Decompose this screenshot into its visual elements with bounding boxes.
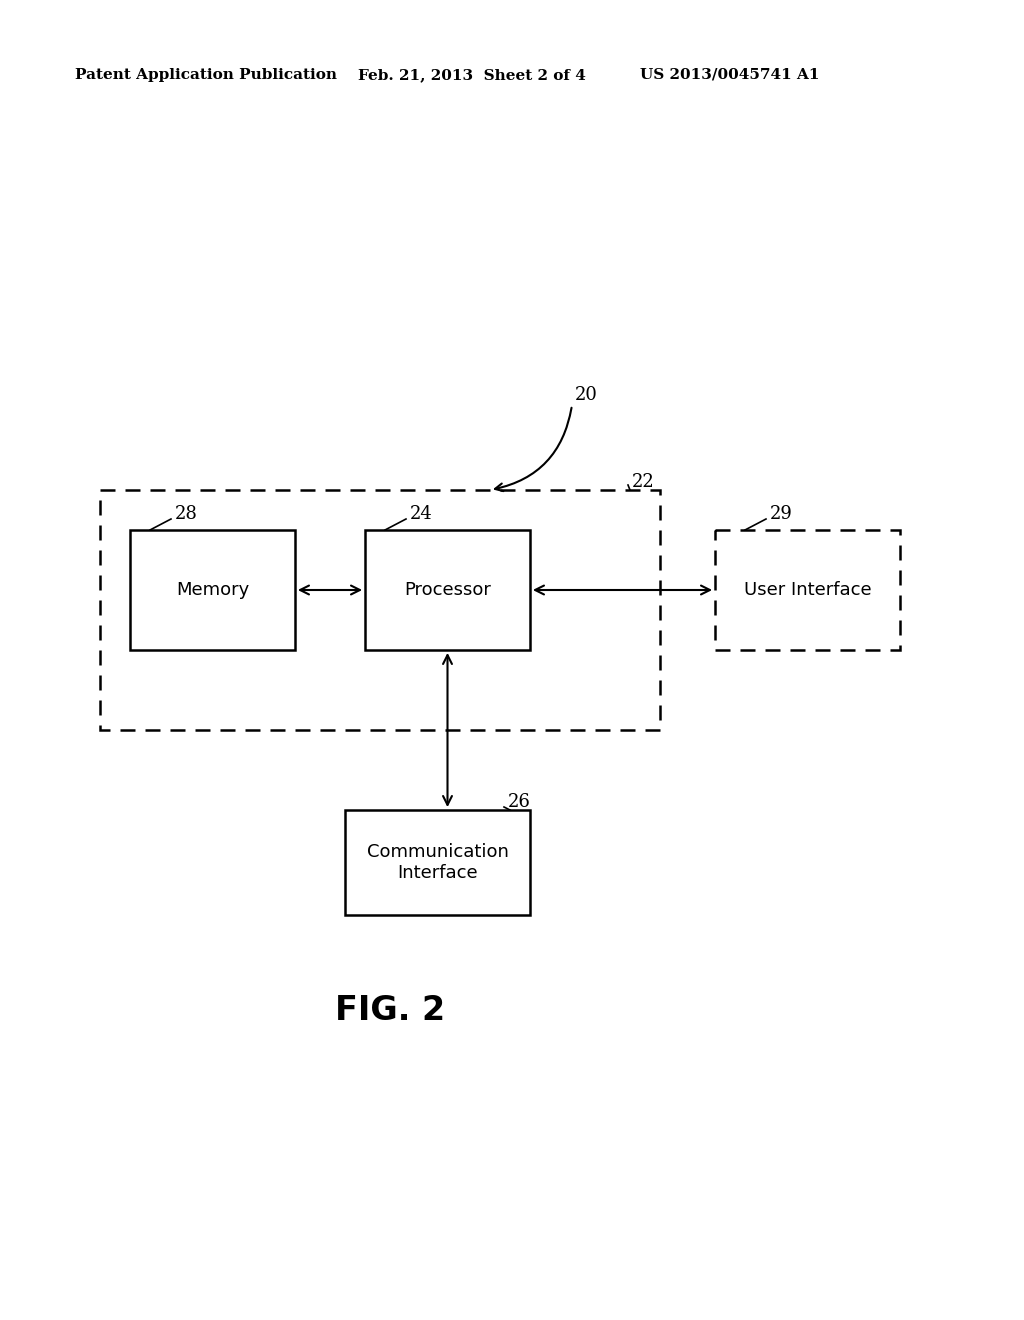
Text: FIG. 2: FIG. 2 [335, 994, 445, 1027]
Bar [715, 531, 900, 649]
Bar [345, 810, 530, 915]
FancyArrowPatch shape [495, 408, 571, 491]
Text: 24: 24 [410, 506, 433, 523]
Text: Feb. 21, 2013  Sheet 2 of 4: Feb. 21, 2013 Sheet 2 of 4 [358, 69, 586, 82]
Text: Communication
Interface: Communication Interface [367, 843, 509, 882]
Text: Processor: Processor [404, 581, 490, 599]
Text: User Interface: User Interface [743, 581, 871, 599]
Text: Memory: Memory [176, 581, 249, 599]
Text: 29: 29 [770, 506, 793, 523]
Text: 26: 26 [508, 793, 530, 810]
Text: 28: 28 [175, 506, 198, 523]
Text: US 2013/0045741 A1: US 2013/0045741 A1 [640, 69, 819, 82]
Text: Patent Application Publication: Patent Application Publication [75, 69, 337, 82]
Text: 22: 22 [632, 473, 654, 491]
Bar [365, 531, 530, 649]
Bar [130, 531, 295, 649]
Text: 20: 20 [575, 385, 598, 404]
Bar [100, 490, 660, 730]
